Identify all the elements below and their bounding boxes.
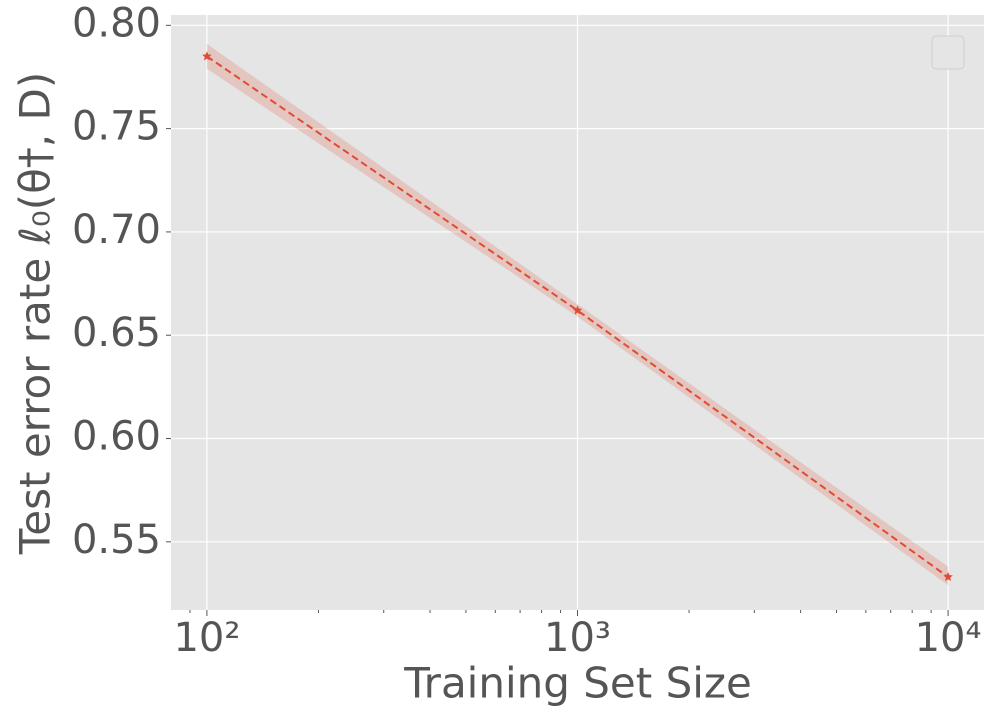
point (943, 571, 953, 581)
y-tick-label: 0.55 (72, 517, 161, 563)
y-tick-label: 0.70 (72, 207, 161, 253)
legend (931, 35, 965, 70)
x-tick-label: 10³ (544, 615, 611, 661)
y-tick-label: 0.80 (72, 0, 161, 46)
point (202, 51, 212, 61)
x-tick-label: 10² (173, 615, 240, 661)
point (572, 305, 583, 315)
x-axis-label: Training Set Size (403, 659, 752, 708)
y-axis-label: Test error rate ℓ₀(θ†, D) (11, 72, 60, 555)
line (206, 55, 949, 578)
y-tick-label: 0.60 (72, 414, 161, 460)
y-tick-label: 0.75 (72, 104, 161, 150)
error-band (206, 43, 949, 586)
y-tick-label: 0.65 (72, 310, 161, 356)
x-tick-label: 10⁴ (915, 615, 982, 661)
